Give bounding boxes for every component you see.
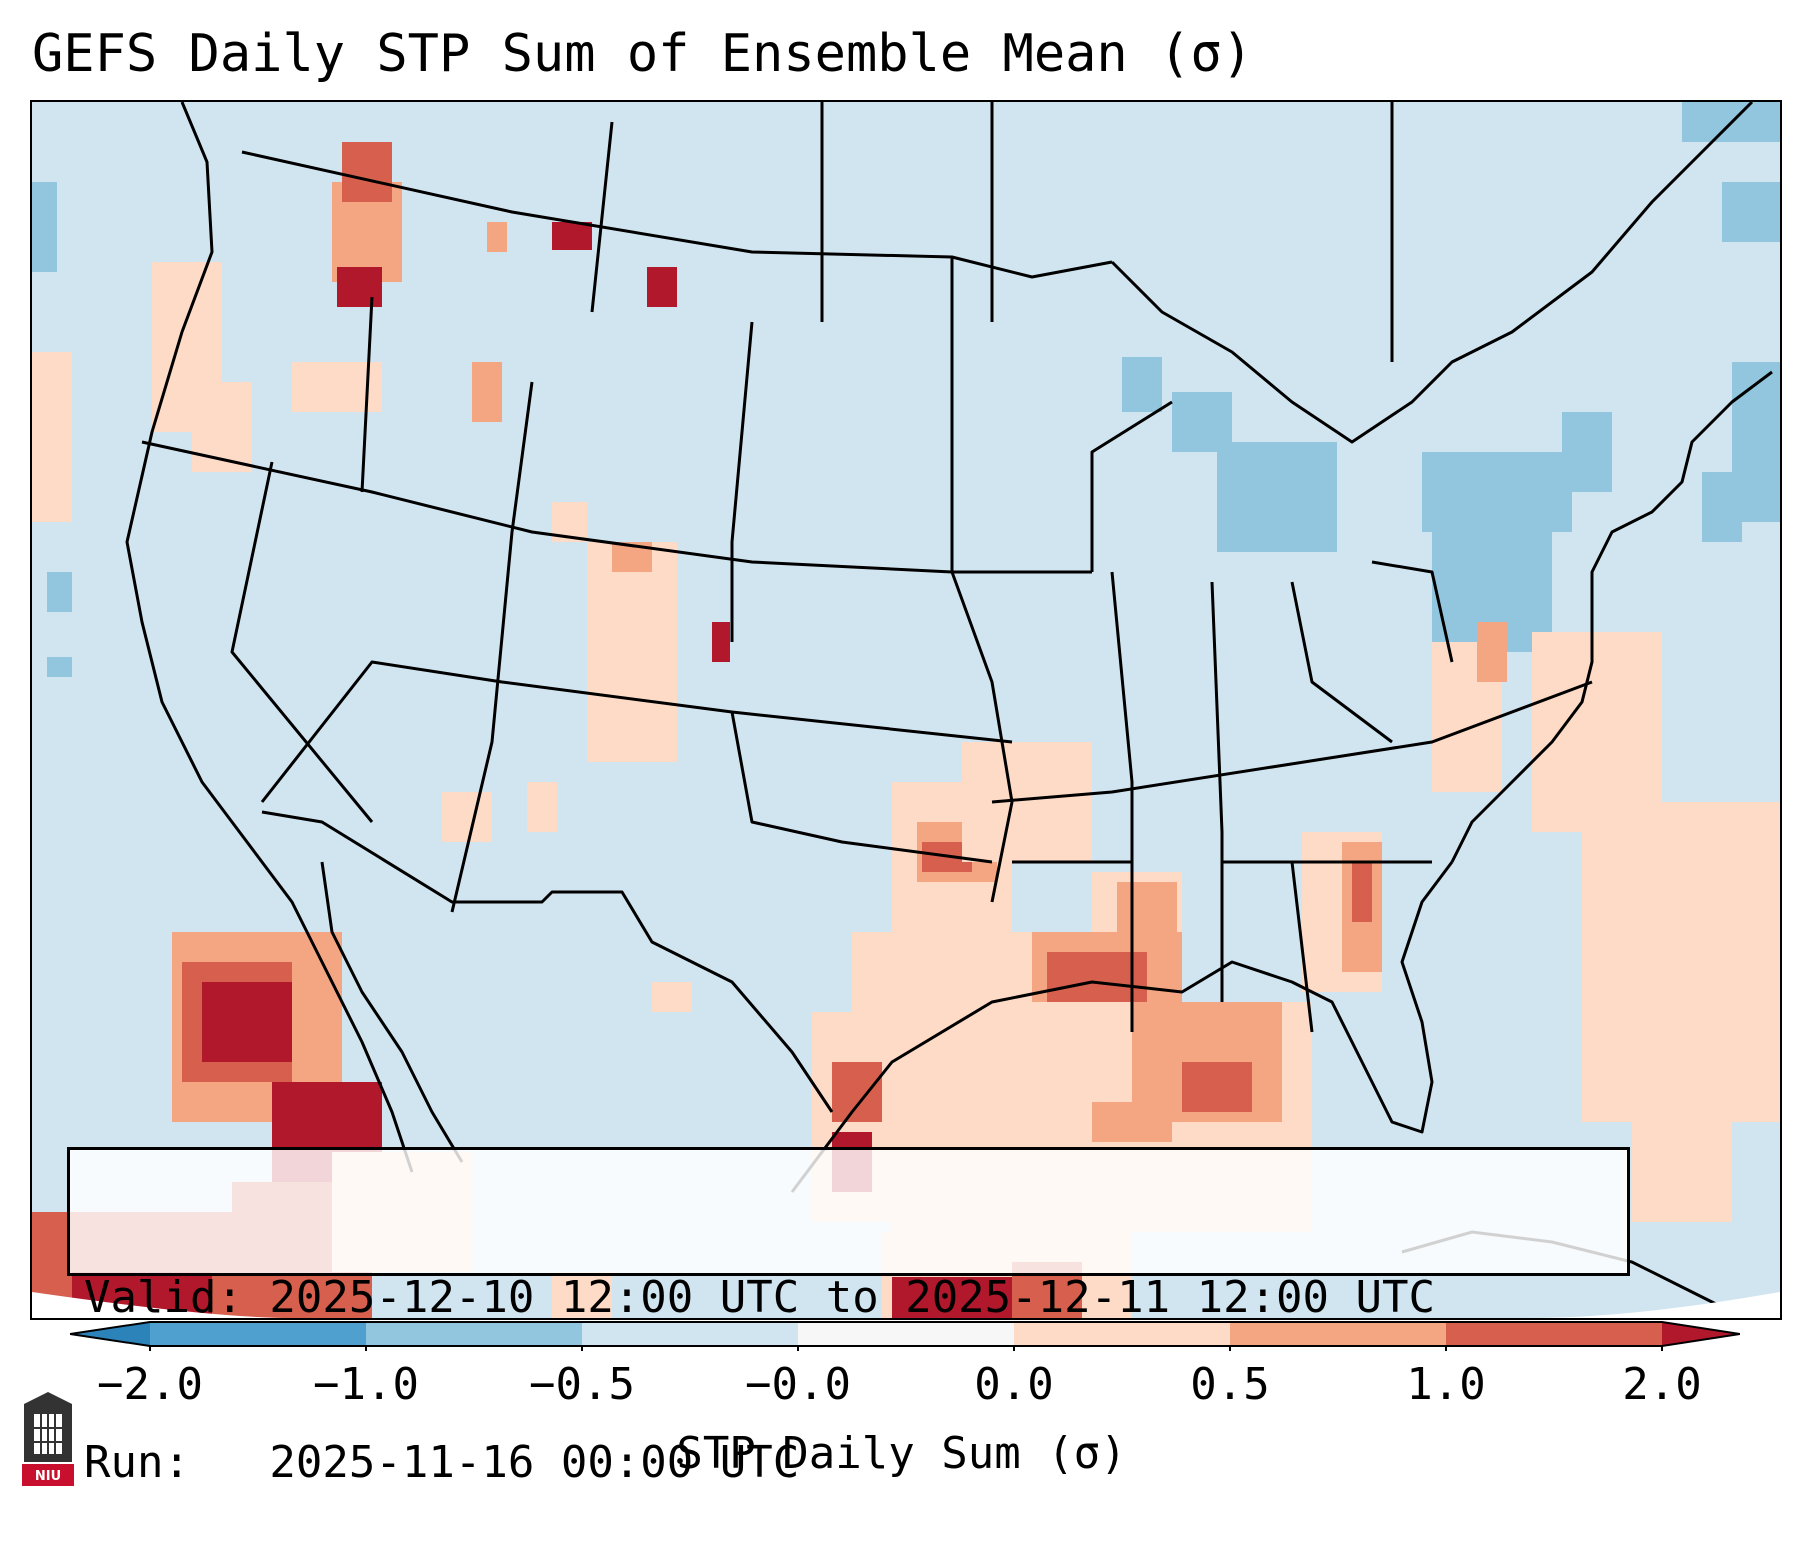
colorbar-tick-label: −2.0 <box>97 1359 203 1410</box>
colorbar-tick-label: −1.0 <box>313 1359 419 1410</box>
negative-anomaly-patches <box>32 102 1780 677</box>
colorbar-tick-label: 0.5 <box>1190 1359 1270 1410</box>
colorbar-bin <box>798 1322 1014 1346</box>
colorbar-tick-label: −0.0 <box>745 1359 851 1410</box>
state-boundaries <box>125 102 1773 1193</box>
colorbar-extend-low <box>70 1322 150 1346</box>
colorbar-label: STP Daily Sum (σ) <box>676 1428 1127 1479</box>
colorbar-bin <box>1014 1322 1230 1346</box>
colorbar-extend-high <box>1662 1322 1740 1346</box>
projection-edge-left <box>32 1292 292 1318</box>
colorbar-tick-label: 2.0 <box>1622 1359 1702 1410</box>
colorbar-tick-label: −0.5 <box>529 1359 635 1410</box>
projection-edge-right <box>1532 1292 1780 1318</box>
colorbar-bin <box>150 1322 366 1346</box>
colorbar-tick-label: 1.0 <box>1406 1359 1486 1410</box>
stp-map <box>32 102 1780 1318</box>
colorbar-bin <box>1446 1322 1662 1346</box>
colorbar-bin <box>1230 1322 1446 1346</box>
valid-info-box: Valid: 2025-12-10 12:00 UTC to 2025-12-1… <box>67 1147 1630 1488</box>
colorbar <box>70 1321 1740 1351</box>
colorbar-bin <box>366 1322 582 1346</box>
valid-time-text: Valid: 2025-12-10 12:00 UTC to 2025-12-1… <box>84 1272 1436 1323</box>
niu-logo-icon: NIU <box>22 1392 74 1486</box>
svg-text:NIU: NIU <box>35 1469 61 1484</box>
map-panel[interactable] <box>30 100 1782 1320</box>
run-time-text: Run: 2025-11-16 00:00 UTC <box>84 1437 800 1488</box>
colorbar-tick-label: 0.0 <box>974 1359 1054 1410</box>
map-title: GEFS Daily STP Sum of Ensemble Mean (σ) <box>32 24 1253 84</box>
colorbar-bin <box>582 1322 798 1346</box>
niu-logo-band <box>22 1464 74 1486</box>
